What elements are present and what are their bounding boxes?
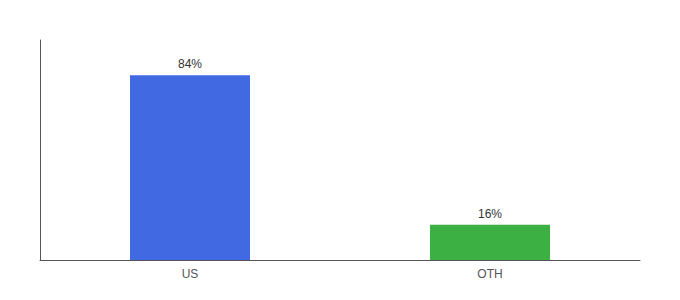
svg-text:84%: 84% bbox=[178, 57, 202, 71]
svg-text:US: US bbox=[182, 267, 199, 281]
svg-text:OTH: OTH bbox=[477, 267, 502, 281]
svg-text:16%: 16% bbox=[478, 207, 502, 221]
